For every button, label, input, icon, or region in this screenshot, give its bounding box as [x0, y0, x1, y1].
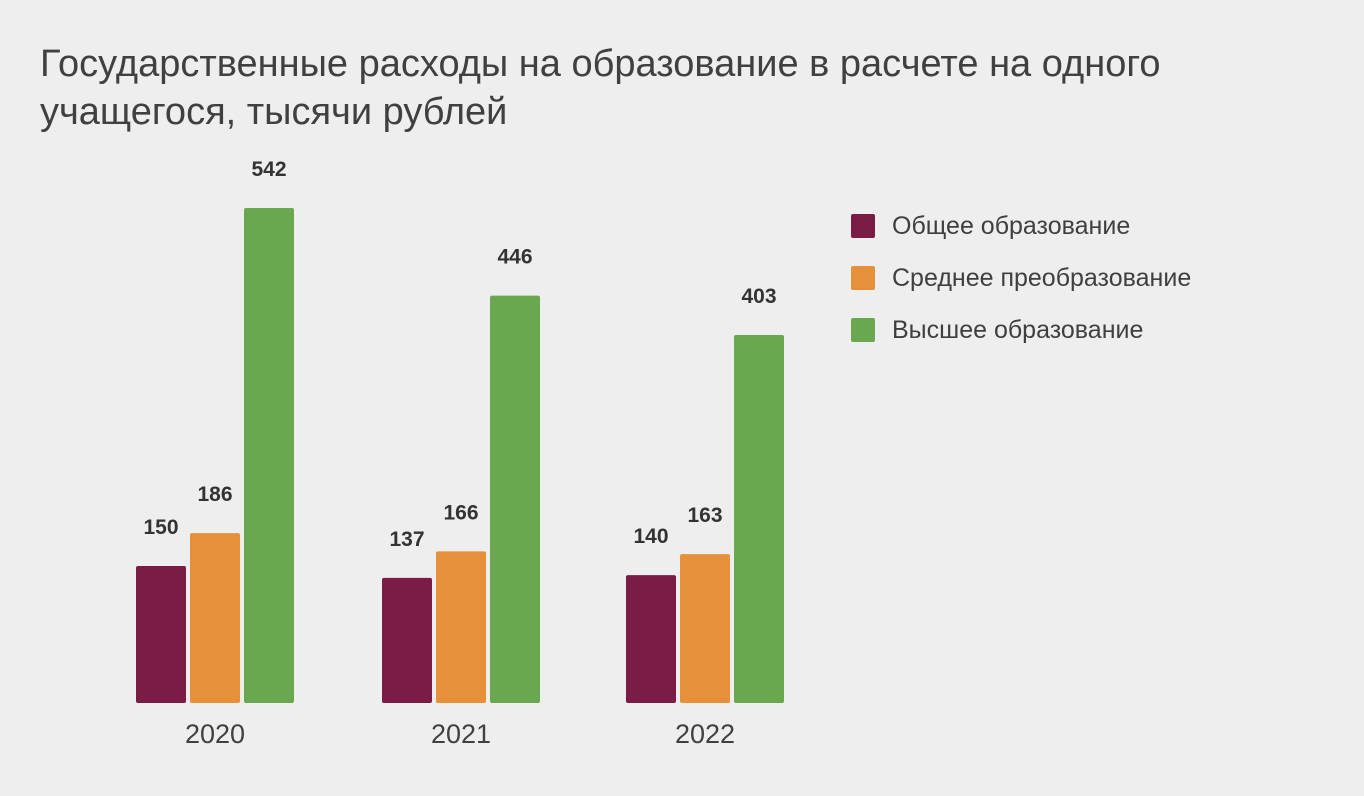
data-label-secondary-2020: 186	[197, 483, 232, 506]
bar-group-2021: 137 166 446	[382, 246, 540, 703]
legend-swatch-general	[851, 214, 875, 238]
bar-secondary-2022	[680, 554, 730, 703]
bar-group-2022: 140 163 403	[626, 285, 784, 703]
bar-general-2022	[626, 575, 676, 703]
x-tick-label-2020: 2020	[185, 719, 245, 749]
legend-label-general: Общее образование	[892, 211, 1131, 240]
legend-item-higher: Высшее образование	[851, 304, 1191, 356]
bar-higher-2022	[734, 334, 784, 703]
data-label-general-2021: 137	[389, 528, 424, 551]
bar-general-2021	[382, 577, 432, 703]
legend-label-higher: Высшее образование	[892, 315, 1144, 344]
legend: Общее образование Среднее преобразование…	[851, 200, 1191, 356]
data-label-general-2022: 140	[633, 525, 668, 548]
bar-secondary-2021	[436, 551, 486, 703]
bar-higher-2020	[244, 208, 294, 703]
data-label-higher-2020: 542	[251, 158, 286, 181]
data-label-secondary-2021: 166	[443, 501, 478, 524]
bar-group-2020: 150 186 542	[136, 158, 294, 703]
data-label-higher-2021: 446	[497, 246, 532, 269]
chart-title: Государственные расходы на образование в…	[40, 43, 1161, 133]
x-tick-label-2021: 2021	[431, 719, 491, 749]
data-label-secondary-2022: 163	[687, 504, 722, 527]
bar-chart: 150 186 542 2020 137 166 446 2021 140 163 403 2022	[136, 158, 784, 749]
data-label-general-2020: 150	[143, 516, 178, 539]
legend-swatch-secondary	[851, 266, 875, 290]
bar-secondary-2020	[190, 533, 240, 703]
legend-item-secondary: Среднее преобразование	[851, 252, 1191, 304]
legend-item-general: Общее образование	[851, 200, 1191, 252]
bar-general-2020	[136, 566, 186, 703]
legend-swatch-higher	[851, 318, 875, 342]
legend-label-secondary: Среднее преобразование	[892, 263, 1192, 292]
bar-higher-2021	[490, 295, 540, 703]
data-label-higher-2022: 403	[741, 285, 776, 308]
x-tick-label-2022: 2022	[675, 719, 735, 749]
